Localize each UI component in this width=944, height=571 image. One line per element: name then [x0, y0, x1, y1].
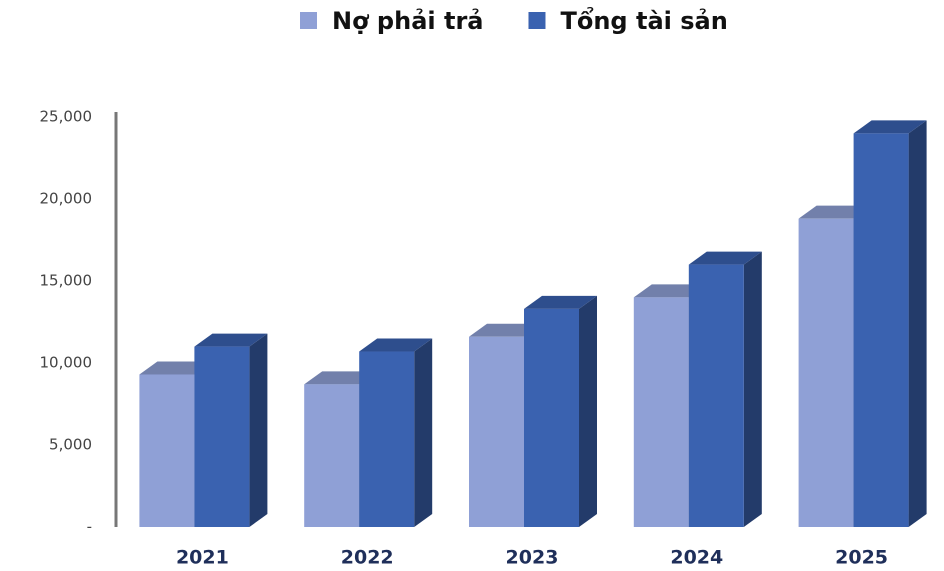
bar-top [853, 120, 927, 134]
bar-top [194, 333, 268, 347]
y-tick-label: 15,000 [40, 272, 93, 290]
bar-side [414, 338, 433, 527]
bar-side [249, 333, 268, 527]
x-tick-label: 2023 [506, 547, 559, 569]
x-tick-label: 2022 [341, 547, 394, 569]
bar-top [139, 361, 213, 375]
bar [688, 264, 744, 527]
y-tick-label: 5,000 [49, 436, 92, 454]
bar [633, 297, 689, 527]
bar-side [579, 295, 597, 527]
y-tick-label: 10,000 [40, 354, 93, 372]
bar [139, 374, 195, 527]
bar [304, 384, 360, 527]
x-tick-label: 2024 [670, 547, 723, 569]
bar [469, 336, 524, 527]
bar-top [688, 251, 762, 265]
bar-top [524, 295, 597, 309]
x-tick-label: 2025 [835, 547, 888, 569]
legend-label: Tổng tài sản [560, 5, 727, 35]
legend-swatch [300, 12, 317, 29]
bar [853, 133, 909, 527]
bar-top [798, 205, 872, 219]
bar-top [469, 323, 542, 337]
legend-swatch [528, 12, 546, 29]
bar-top [304, 371, 378, 385]
bar [798, 218, 854, 527]
bar-side [908, 120, 927, 528]
y-tick-label: - [87, 518, 92, 536]
bar [524, 308, 579, 527]
bar-side [743, 251, 762, 527]
y-tick-label: 20,000 [40, 190, 93, 208]
legend-label: Nợ phải trả [332, 7, 483, 35]
y-tick-label: 25,000 [40, 108, 93, 126]
bar [194, 346, 250, 527]
bar-top [359, 338, 433, 352]
bar [359, 351, 415, 527]
x-tick-label: 2021 [176, 547, 229, 569]
bar-top [633, 284, 707, 298]
